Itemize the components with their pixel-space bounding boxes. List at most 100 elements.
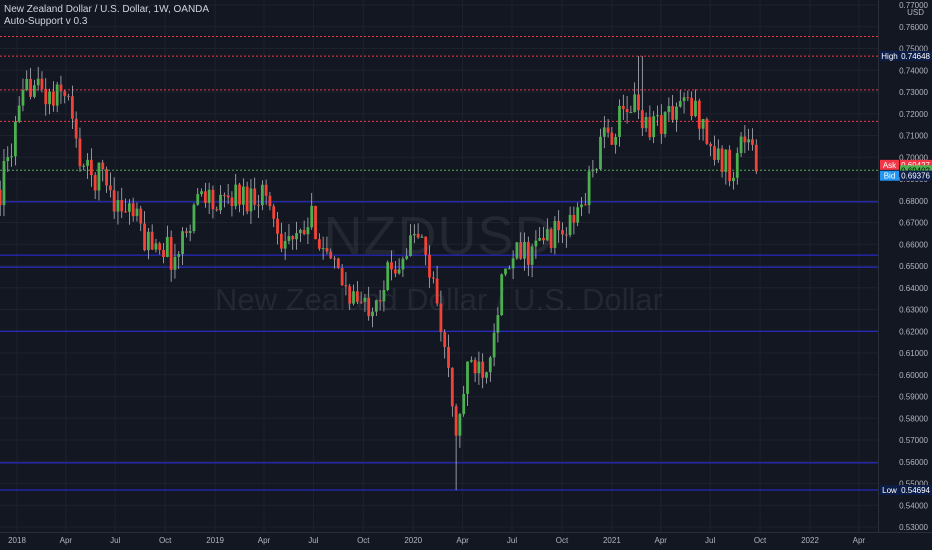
chart-grid: [0, 0, 878, 532]
candle-body-down: [557, 220, 561, 231]
candle-body-up: [371, 311, 374, 317]
time-tick-label: Apr: [853, 536, 866, 545]
candle-body-up: [504, 268, 507, 275]
price-tick-label: 0.56000: [899, 458, 928, 467]
indicator-label[interactable]: Auto-Support v 0.3: [4, 16, 88, 27]
candle-body-up: [580, 204, 583, 208]
price-tick-label: 0.73000: [899, 88, 928, 97]
candle-body-up: [13, 121, 17, 157]
price-tick-label: 0.74000: [899, 66, 928, 75]
candle-body-down: [169, 236, 173, 270]
candle-body-up: [397, 269, 401, 274]
candle-body-down: [51, 91, 55, 106]
candle-body-down: [450, 367, 454, 407]
price-tick-label: 0.75000: [899, 45, 928, 54]
candle-body-up: [530, 246, 534, 265]
time-tick-label: 2019: [206, 536, 224, 545]
candle-body-up: [500, 274, 504, 316]
candle-body-up: [321, 248, 325, 250]
candle-body-down: [390, 262, 393, 270]
candle-body-up: [295, 233, 298, 240]
high-tag-value: 0.74648: [901, 52, 930, 61]
candle-body-up: [477, 361, 481, 374]
candle-body-up: [724, 149, 728, 172]
candle-body-up: [196, 194, 200, 205]
candle-body-down: [0, 189, 2, 206]
candle-body-down: [481, 361, 485, 378]
candle-body-down: [378, 300, 382, 302]
candle-body-up: [599, 136, 602, 170]
candle-body-down: [78, 138, 82, 167]
candle-body-up: [36, 78, 40, 86]
candle-body-up: [618, 105, 621, 137]
candle-body-up: [306, 227, 310, 235]
price-tick-label: 0.66000: [899, 240, 928, 249]
candle-body-down: [70, 96, 74, 119]
candle-body-up: [363, 297, 367, 302]
candle-body-down: [720, 148, 724, 172]
candle-body-down: [211, 189, 215, 210]
candle-body-down: [226, 195, 230, 198]
candle-body-up: [663, 112, 667, 134]
candle-body-down: [89, 159, 93, 176]
candle-body-up: [667, 106, 671, 113]
candle-body-down: [659, 115, 663, 134]
candle-body-up: [412, 233, 416, 236]
candle-body-up: [17, 105, 21, 122]
time-tick-label: 2018: [8, 536, 26, 545]
symbol-title[interactable]: New Zealand Dollar / U.S. Dollar, 1W, OA…: [4, 4, 210, 15]
candle-body-up: [576, 207, 580, 223]
candle-body-down: [473, 360, 477, 374]
candle-body-down: [367, 297, 371, 317]
candle-body-down: [279, 233, 283, 249]
candle-body-down: [158, 243, 162, 250]
candle-body-up: [127, 203, 131, 212]
high-tag-label-bg: [880, 50, 899, 61]
bid-tag-value: 0.69376: [901, 172, 930, 181]
time-tick-label: Apr: [655, 536, 668, 545]
bid-tag-label-bg: [880, 170, 899, 181]
candle-body-up: [462, 393, 466, 415]
candle-body-down: [583, 204, 587, 206]
currency-label: USD: [907, 8, 924, 17]
candle-body-down: [184, 231, 188, 233]
candle-body-up: [32, 85, 36, 97]
candle-body-up: [458, 414, 462, 436]
candle-body-down: [264, 184, 268, 196]
candle-body-down: [63, 91, 67, 96]
candle-body-up: [260, 184, 264, 206]
candle-body-down: [336, 258, 340, 269]
candle-body-up: [538, 237, 542, 241]
candle-body-down: [713, 146, 716, 160]
candle-body-up: [534, 240, 538, 247]
price-tick-label: 0.60000: [899, 371, 928, 380]
price-tick-label: 0.57000: [899, 436, 928, 445]
candle-body-down: [690, 97, 694, 117]
candle-body-down: [40, 78, 44, 89]
candle-body-up: [82, 165, 86, 167]
candle-body-up: [188, 231, 192, 233]
candle-body-down: [59, 84, 63, 92]
candle-body-down: [519, 242, 523, 259]
candle-body-down: [424, 236, 428, 255]
candle-body-down: [705, 119, 709, 144]
candle-body-up: [135, 208, 139, 217]
price-tick-label: 0.54000: [899, 501, 928, 510]
candle-body-up: [386, 262, 390, 290]
candle-body-down: [215, 209, 219, 211]
low-tag-value: 0.54694: [901, 486, 930, 495]
candle-body-down: [359, 301, 363, 303]
time-axis[interactable]: 2018 Apr Jul Oct 2019 Apr Jul Oct 2020 Apr Jul Oct 2…: [8, 536, 865, 545]
candle-body-down: [428, 254, 431, 278]
candle-body-up: [401, 258, 405, 270]
candle-body-down: [101, 162, 105, 170]
candle-body-down: [302, 229, 306, 235]
candle-body-down: [268, 195, 272, 207]
price-axis[interactable]: 0.77000 0.76000 0.75000 0.74000 0.73000 0.720…: [899, 1, 928, 532]
candle-body-up: [116, 200, 120, 212]
candle-body-down: [124, 211, 127, 213]
candle-body-down: [314, 205, 317, 240]
candle-body-down: [743, 136, 747, 143]
candle-body-up: [701, 119, 705, 129]
